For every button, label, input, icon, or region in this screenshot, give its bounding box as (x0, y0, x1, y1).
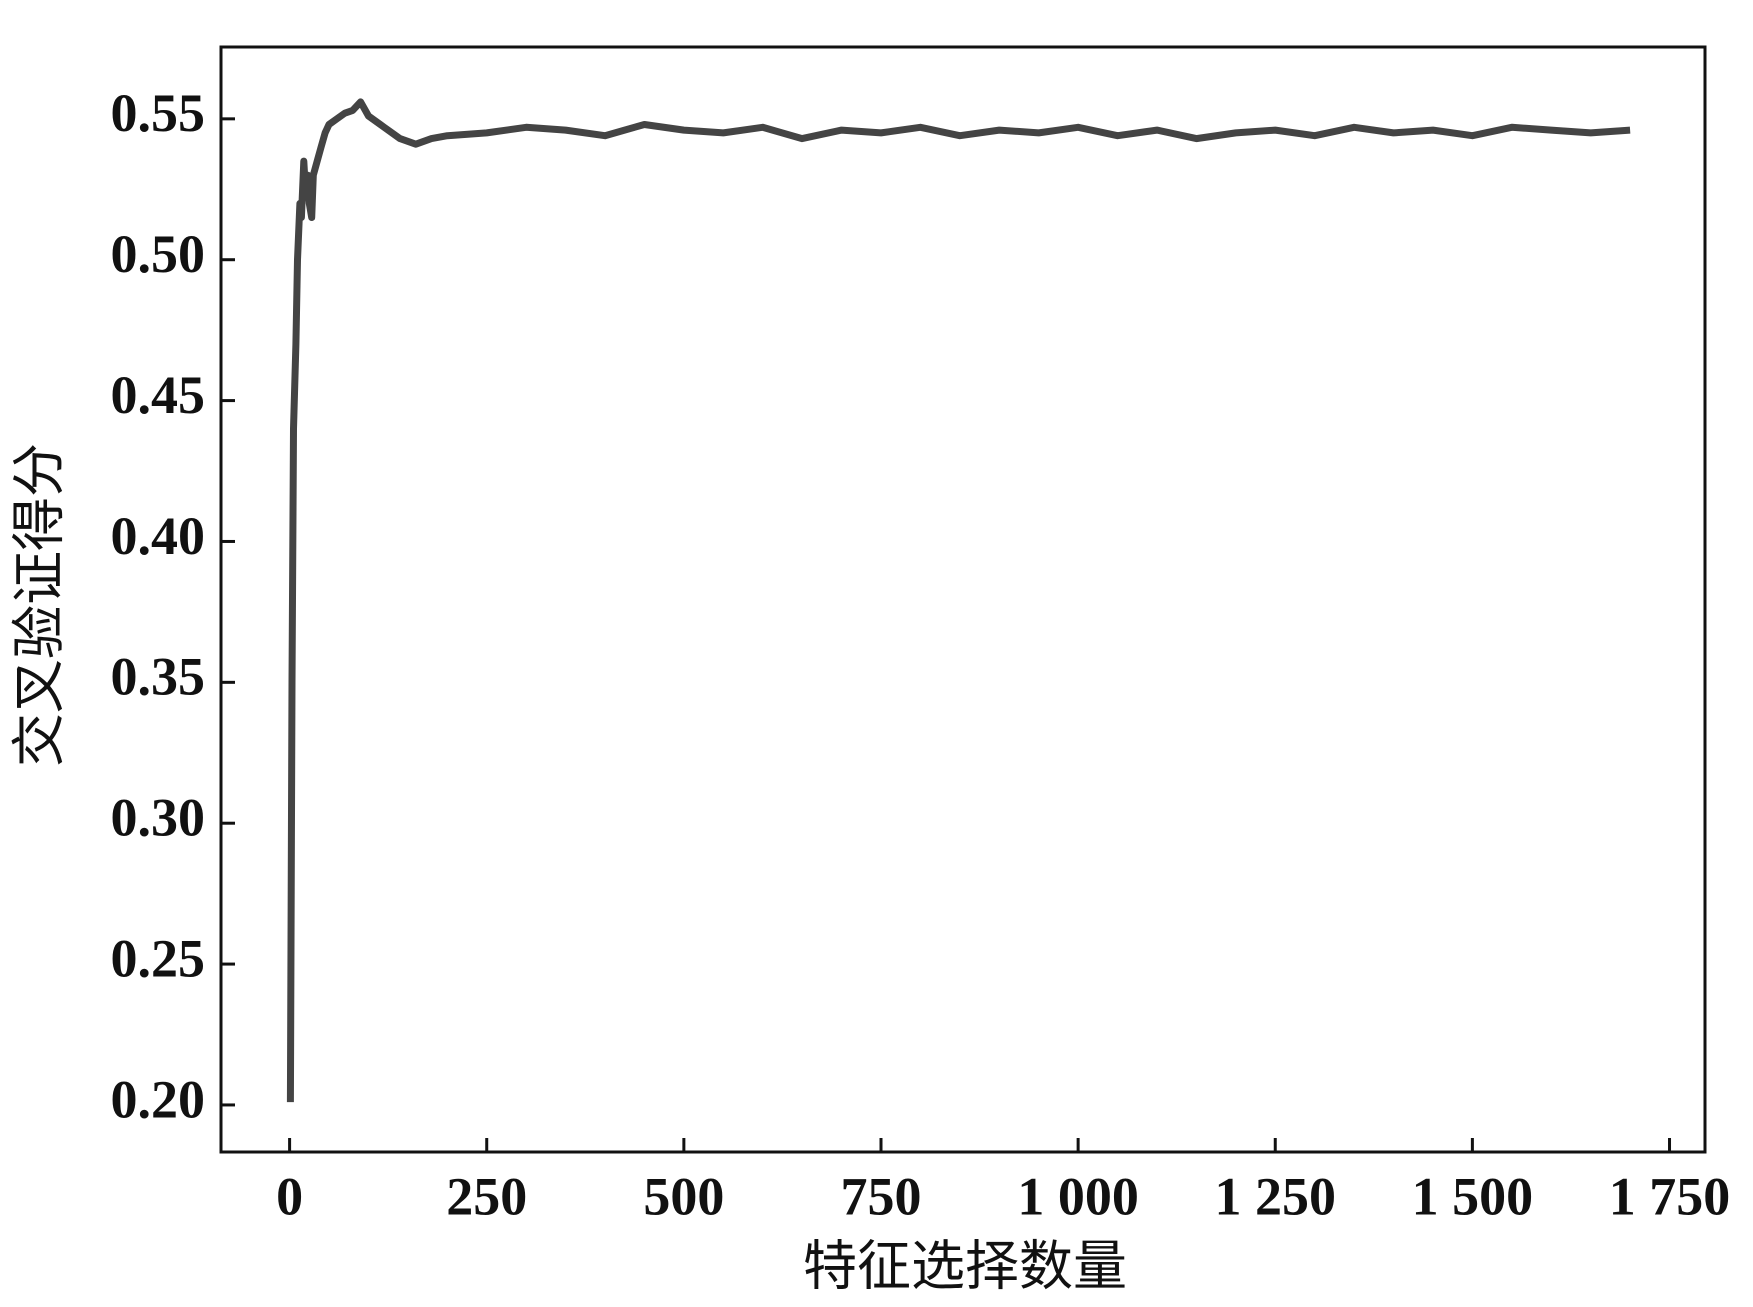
y-tick-label: 0.40 (111, 506, 206, 566)
x-tick-label: 1 750 (1609, 1166, 1731, 1226)
y-tick-label: 0.55 (111, 83, 206, 143)
x-tick-label: 1 250 (1215, 1166, 1337, 1226)
x-tick-label: 1 500 (1412, 1166, 1534, 1226)
y-tick-label: 0.20 (111, 1069, 206, 1129)
plot-frame (219, 45, 1707, 1154)
x-tick-label: 1 000 (1017, 1166, 1139, 1226)
x-tick-label: 500 (643, 1166, 724, 1226)
y-tick-label: 0.30 (111, 788, 206, 848)
y-tick-label: 0.35 (111, 647, 206, 707)
x-tick-label: 250 (446, 1166, 527, 1226)
y-tick-label: 0.25 (111, 928, 206, 988)
y-tick-label: 0.50 (111, 224, 206, 284)
x-tick-label: 0 (276, 1166, 303, 1226)
x-tick-label: 750 (840, 1166, 921, 1226)
data-line (286, 98, 1631, 1103)
y-axis-label: 交叉验证得分 (9, 443, 69, 767)
y-tick-label: 0.45 (111, 365, 206, 425)
x-axis-label: 特征选择数量 (803, 1236, 1127, 1296)
